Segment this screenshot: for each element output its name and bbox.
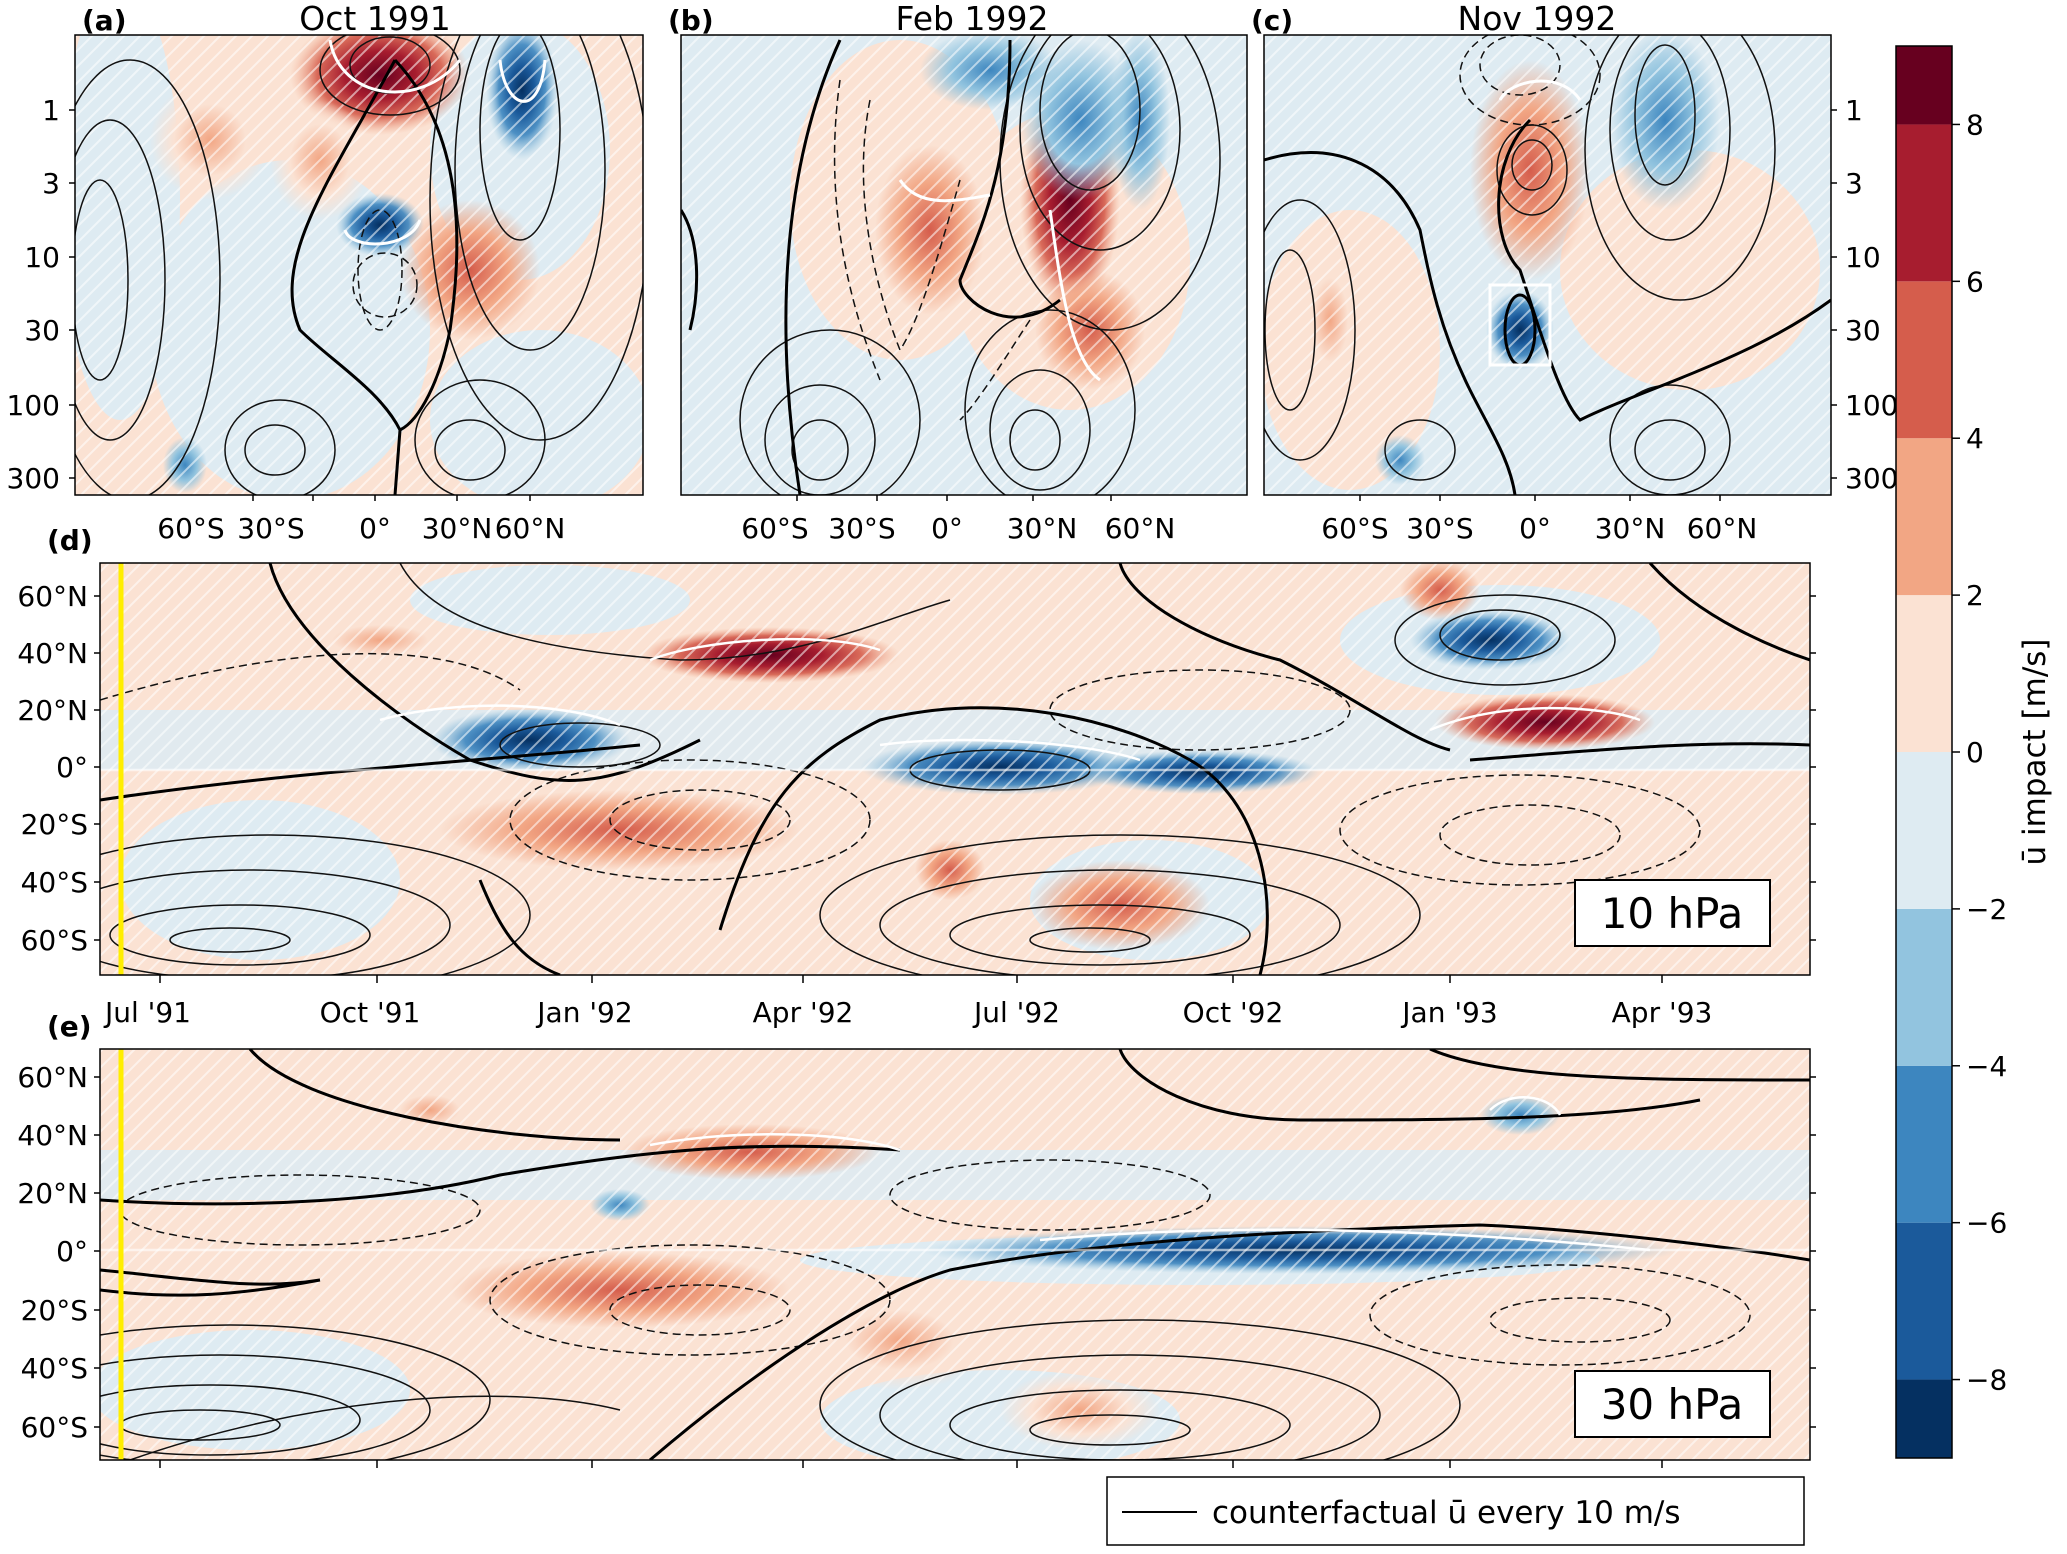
svg-text:60°N: 60°N [495,512,566,545]
panel-a-letter: (a) [82,4,127,37]
svg-text:0°: 0° [1519,512,1551,545]
svg-text:40°S: 40°S [21,866,88,899]
colorbar-band [1896,281,1952,439]
svg-text:Jan '92: Jan '92 [535,996,632,1029]
svg-text:40°N: 40°N [17,637,88,670]
svg-text:60°N: 60°N [17,580,88,613]
colorbar-band [1896,124,1952,282]
svg-text:20°S: 20°S [21,1294,88,1327]
svg-text:60°S: 60°S [157,512,224,545]
svg-text:60°N: 60°N [1105,512,1176,545]
panel-e-level: 30 hPa [1601,1380,1744,1429]
colorbar-band [1896,438,1952,596]
svg-text:30°N: 30°N [422,512,493,545]
panel-d-level-box [1574,879,1771,947]
colorbar-label: ū impact [m/s] [2017,638,2053,865]
svg-text:0°: 0° [931,512,963,545]
svg-text:60°S: 60°S [21,924,88,957]
svg-text:10: 10 [1845,241,1881,274]
panel-e: 60°N 40°N 20°N 0° 20°S 40°S 60°S 30 hPa (e) [17,1010,1816,1468]
svg-text:0°: 0° [56,1235,88,1268]
svg-text:60°S: 60°S [741,512,808,545]
colorbar-tick-label: −6 [1966,1207,2007,1240]
colorbar-tick-label: −8 [1966,1364,2007,1397]
svg-text:60°S: 60°S [21,1411,88,1444]
svg-text:20°N: 20°N [17,1177,88,1210]
colorbar-tick-label: −4 [1966,1050,2007,1083]
colorbar-band [1896,908,1952,1066]
svg-text:300: 300 [1845,462,1898,495]
svg-text:0°: 0° [56,751,88,784]
colorbar-band [1896,752,1952,909]
svg-text:30°S: 30°S [828,512,895,545]
svg-text:Apr '93: Apr '93 [1612,996,1713,1029]
colorbar-tick-label: 8 [1966,108,1984,141]
colorbar-tick-label: −2 [1966,893,2007,926]
svg-text:30: 30 [1845,314,1881,347]
svg-text:Apr '92: Apr '92 [753,996,854,1029]
svg-text:300: 300 [7,462,60,495]
svg-text:30: 30 [24,314,60,347]
svg-text:Jan '93: Jan '93 [1400,996,1497,1029]
colorbar-ticks: 8 6 4 2 0 −2 −4 −6 −8 [1952,108,2007,1397]
panel-e-level-box [1574,1370,1771,1438]
colorbar-band [1896,595,1952,752]
panel-a-title: Oct 1991 [299,0,451,38]
svg-text:Oct '91: Oct '91 [320,996,421,1029]
panel-c-title: Nov 1992 [1458,0,1617,38]
colorbar-band [1896,1222,1952,1380]
colorbar: 8 6 4 2 0 −2 −4 −6 −8 ū impact [m/s] [1895,45,2053,1459]
colorbar-bands [1896,46,1952,1458]
svg-text:Jul '91: Jul '91 [103,996,191,1029]
colorbar-band [1896,1065,1952,1223]
panel-b-title: Feb 1992 [896,0,1049,38]
colorbar-tick-label: 2 [1966,579,1984,612]
svg-text:30°N: 30°N [1595,512,1666,545]
svg-text:1: 1 [1845,94,1863,127]
panel-d: 60°N 40°N 20°N 0° 20°S 40°S 60°S Jul '91 Oct… [17,524,1816,1029]
colorbar-band [1896,46,1952,125]
svg-text:30°N: 30°N [1007,512,1078,545]
svg-text:60°N: 60°N [1687,512,1758,545]
panel-c-letter: (c) [1251,4,1293,37]
svg-text:3: 3 [1845,167,1863,200]
svg-text:40°N: 40°N [17,1119,88,1152]
colorbar-tick-label: 0 [1966,736,1984,769]
svg-text:100: 100 [1845,389,1898,422]
svg-text:Oct '92: Oct '92 [1183,996,1284,1029]
svg-text:60°N: 60°N [17,1061,88,1094]
svg-text:30°S: 30°S [1406,512,1473,545]
panel-b-letter: (b) [668,4,714,37]
colorbar-band [1896,1379,1952,1458]
legend-text: counterfactual ū every 10 m/s [1212,1495,1681,1531]
legend: counterfactual ū every 10 m/s [1106,1476,1805,1546]
svg-text:30°S: 30°S [237,512,304,545]
svg-text:40°S: 40°S [21,1352,88,1385]
panel-b: 60°S 30°S 0° 30°N 60°N (b) Feb 1992 [668,0,1248,545]
svg-text:10: 10 [24,241,60,274]
svg-text:100: 100 [7,389,60,422]
panel-e-letter: (e) [47,1010,92,1043]
svg-text:60°S: 60°S [1321,512,1388,545]
panel-d-level: 10 hPa [1601,889,1744,938]
svg-text:0°: 0° [359,512,391,545]
svg-text:1: 1 [42,94,60,127]
colorbar-tick-label: 6 [1966,265,1984,298]
colorbar-tick-label: 4 [1966,422,1984,455]
svg-text:20°N: 20°N [17,694,88,727]
svg-text:3: 3 [42,167,60,200]
svg-text:20°S: 20°S [21,808,88,841]
panel-d-letter: (d) [47,524,93,557]
svg-text:Jul '92: Jul '92 [972,996,1060,1029]
